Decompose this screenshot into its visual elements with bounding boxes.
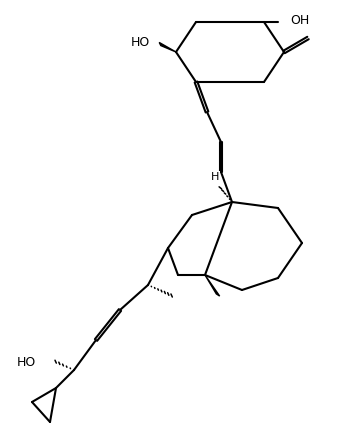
Polygon shape [159,42,176,52]
Text: HO: HO [17,355,36,368]
Text: HO: HO [131,35,150,48]
Text: H: H [211,172,219,182]
Text: OH: OH [290,14,309,27]
Polygon shape [205,275,220,296]
